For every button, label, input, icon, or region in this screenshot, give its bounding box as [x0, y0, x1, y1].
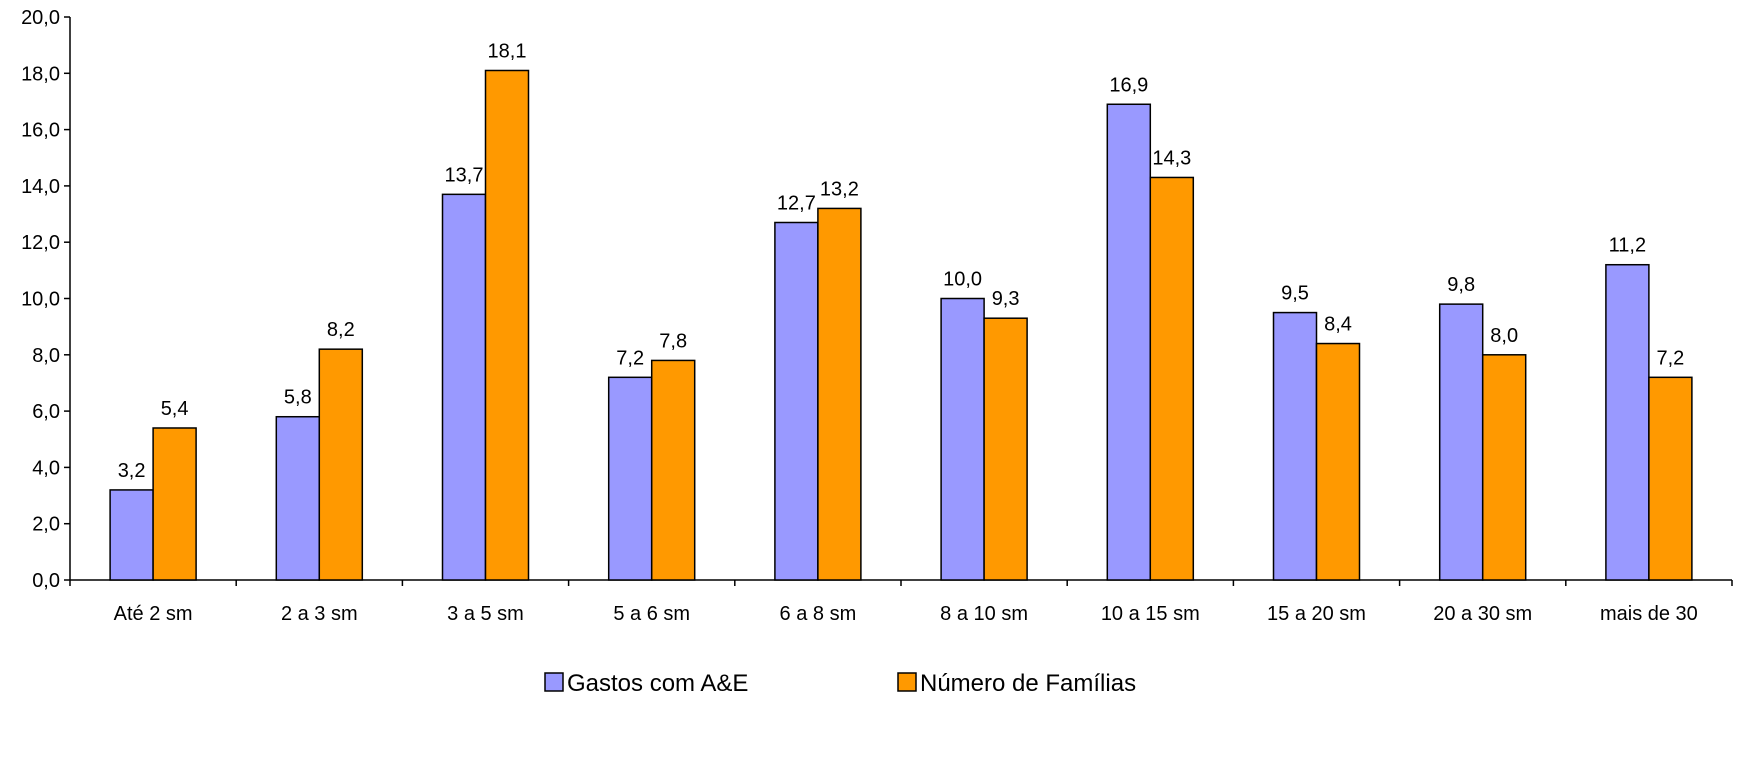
bar-gastos: [607, 376, 653, 581]
data-label: 9,8: [1447, 274, 1475, 296]
data-label: 10,0: [943, 269, 982, 291]
x-tick-label: 6 a 8 sm: [780, 603, 857, 625]
x-tick-label: 2 a 3 sm: [281, 603, 358, 625]
x-tick-label: mais de 30: [1600, 603, 1698, 625]
bar-gastos: [774, 221, 819, 581]
bar-gastos: [1106, 103, 1152, 581]
data-label: 13,7: [445, 164, 484, 186]
bar-familias: [484, 69, 530, 581]
bar-familias: [650, 359, 696, 581]
data-label: 14,3: [1152, 147, 1191, 169]
x-axis: Até 2 sm 2 a 3 sm 3 a 5 sm 5 a 6 sm 6 a 8 sm…: [69, 579, 1733, 625]
data-labels: 3,2 5,4 5,8 8,2 13,7 18,1 7,2 7,8 12,713,2 10,0 9,…: [118, 40, 1685, 481]
bar-gastos: [940, 297, 985, 581]
y-tick-label: 16,0: [21, 120, 60, 142]
bar-familias: [1648, 376, 1693, 581]
bars: [109, 69, 1693, 581]
data-label: 8,4: [1324, 314, 1352, 336]
x-tick-label: 15 a 20 sm: [1267, 603, 1366, 625]
data-label: 5,8: [284, 387, 312, 409]
data-label: 7,8: [659, 330, 687, 352]
y-tick-label: 8,0: [32, 345, 60, 367]
data-label: 18,1: [488, 40, 527, 62]
bar-gastos: [109, 489, 154, 581]
data-label: 8,2: [327, 319, 355, 341]
y-tick-label: 0,0: [32, 570, 60, 592]
bar-familias: [1149, 176, 1195, 581]
bar-familias: [1315, 342, 1361, 581]
legend-swatch: [544, 672, 564, 692]
legend: Gastos com A&E Número de Famílias: [544, 670, 1136, 697]
data-label: 16,9: [1109, 74, 1148, 96]
y-tick-label: 4,0: [32, 457, 60, 479]
y-tick-label: 20,0: [21, 7, 60, 29]
y-tick-label: 14,0: [21, 176, 60, 198]
data-label: 9,5: [1281, 283, 1309, 305]
bar-familias: [983, 317, 1028, 581]
y-tick-label: 18,0: [21, 63, 60, 85]
data-label: 7,2: [1656, 347, 1684, 369]
x-tick-label: Até 2 sm: [114, 603, 193, 625]
data-label: 11,2: [1609, 235, 1646, 257]
bar-gastos: [275, 415, 321, 581]
bar-gastos: [1438, 303, 1484, 581]
bar-gastos: [1605, 263, 1650, 581]
bar-familias: [817, 207, 862, 581]
data-label: 8,0: [1490, 325, 1518, 347]
legend-label: Número de Famílias: [920, 670, 1136, 697]
data-label: 12,7: [777, 192, 816, 214]
data-label: 9,3: [992, 288, 1020, 310]
y-tick-label: 12,0: [21, 232, 60, 254]
y-tick-label: 6,0: [32, 401, 60, 423]
legend-label: Gastos com A&E: [567, 670, 748, 697]
data-label: 13,2: [820, 178, 859, 200]
x-tick-label: 8 a 10 sm: [940, 603, 1028, 625]
data-label: 5,4: [161, 398, 189, 420]
legend-swatch: [897, 672, 917, 692]
bar-gastos: [1272, 311, 1318, 581]
data-label: 7,2: [616, 347, 644, 369]
x-tick-label: 20 a 30 sm: [1433, 603, 1532, 625]
y-axis: 0,0 2,0 4,0 6,0 8,0 10,0 12,0 14,0 16,0 18,0 20,0: [21, 7, 71, 592]
y-tick-label: 2,0: [32, 514, 60, 536]
bar-gastos: [441, 193, 487, 581]
bar-familias: [318, 348, 364, 581]
x-tick-label: 3 a 5 sm: [447, 603, 524, 625]
data-label: 3,2: [118, 460, 146, 482]
y-tick-label: 10,0: [21, 289, 60, 311]
bar-familias: [1481, 354, 1527, 581]
x-tick-label: 5 a 6 sm: [613, 603, 690, 625]
bar-familias: [152, 427, 197, 581]
x-tick-label: 10 a 15 sm: [1101, 603, 1200, 625]
